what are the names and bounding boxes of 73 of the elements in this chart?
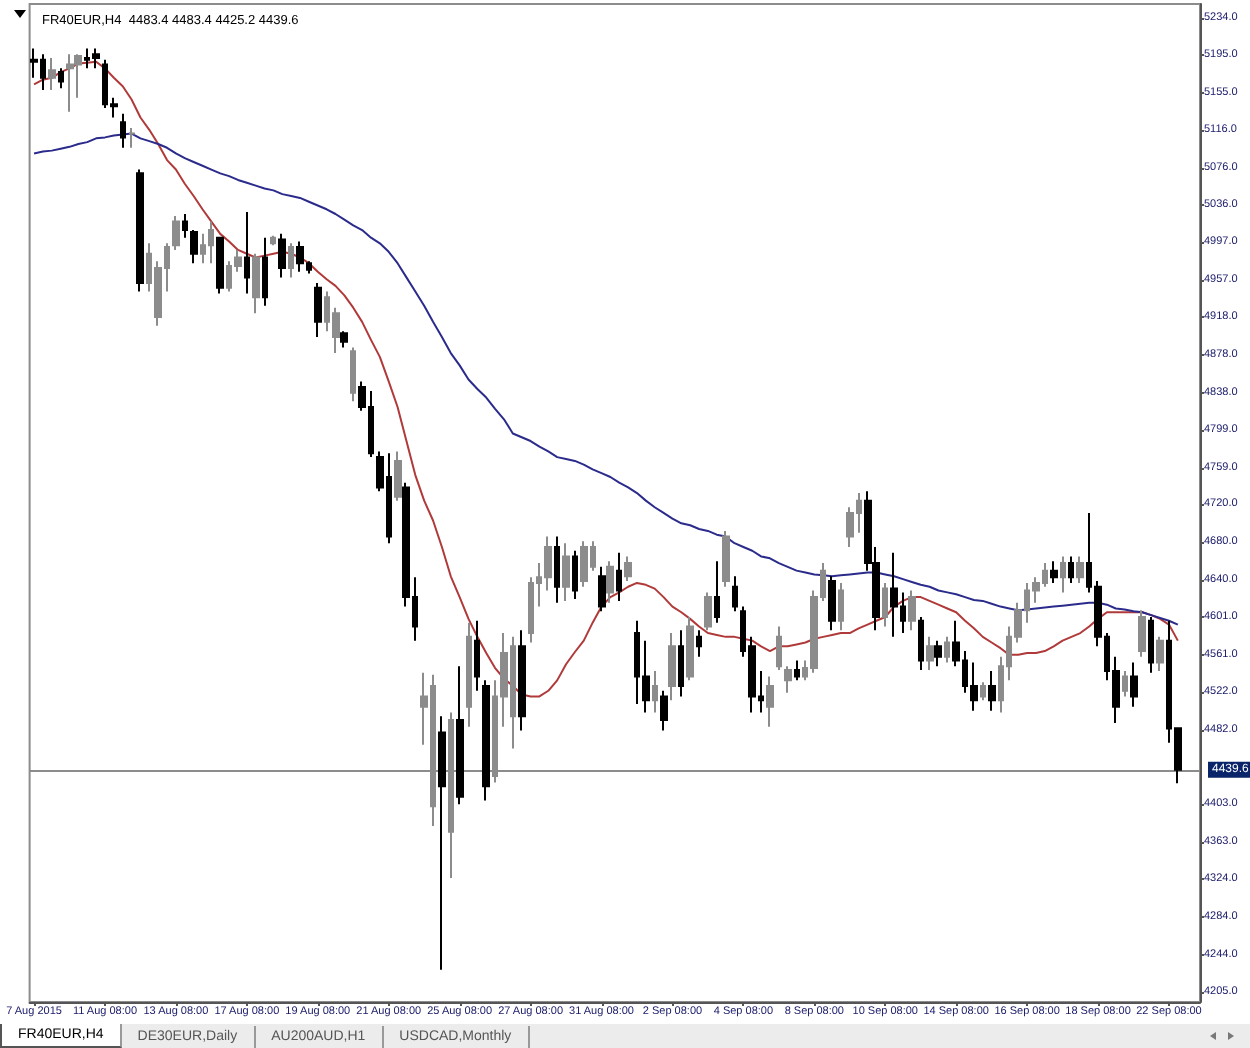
candlestick	[136, 168, 144, 293]
candlestick	[1138, 609, 1146, 658]
candlestick	[120, 112, 126, 149]
candlestick	[890, 551, 898, 638]
candlestick	[562, 542, 570, 602]
candlestick	[980, 681, 986, 702]
candlestick	[474, 619, 480, 692]
candlestick	[988, 669, 996, 712]
candlestick	[216, 236, 224, 295]
candlestick	[668, 632, 676, 702]
candlestick	[270, 234, 276, 247]
candlestick	[208, 220, 214, 265]
candlestick	[686, 615, 694, 682]
candlestick	[732, 575, 738, 613]
candlestick	[934, 639, 942, 668]
candlestick	[776, 625, 782, 671]
candlestick	[482, 679, 490, 802]
candlestick	[766, 675, 774, 728]
candlestick	[394, 450, 402, 502]
candlestick	[918, 615, 924, 671]
line-series	[33, 132, 1179, 626]
candlestick	[466, 621, 472, 728]
candlestick	[58, 67, 64, 90]
candlestick	[340, 330, 348, 349]
candlestick	[1068, 555, 1074, 584]
candlestick	[252, 252, 260, 315]
candlestick	[456, 665, 464, 806]
candlestick	[244, 211, 250, 295]
candlestick	[882, 581, 888, 628]
candlestick	[616, 551, 622, 602]
candlestick	[624, 555, 632, 583]
candlestick	[696, 629, 702, 658]
candlestick	[190, 229, 198, 265]
candlestick	[1130, 661, 1138, 708]
candlestick	[262, 236, 268, 307]
candlestick	[48, 56, 56, 92]
candlestick	[518, 629, 526, 732]
candlestick	[784, 665, 792, 694]
candlestick	[278, 232, 286, 279]
candlestick	[172, 214, 180, 251]
candlestick	[598, 565, 606, 613]
candlestick	[1156, 635, 1164, 672]
candlestick	[652, 669, 658, 714]
candlestick	[182, 213, 188, 239]
candlestick	[438, 715, 446, 971]
candlestick	[1148, 615, 1154, 674]
candlestick	[794, 659, 800, 682]
candlestick	[838, 581, 844, 632]
candlestick	[128, 126, 136, 149]
candlestick	[350, 346, 356, 403]
candlestick	[926, 635, 934, 671]
candlestick	[554, 535, 560, 604]
candlestick	[828, 575, 836, 632]
candlestick	[1060, 555, 1066, 594]
candlestick	[580, 540, 588, 588]
candlestick	[944, 635, 950, 664]
candlestick	[66, 53, 74, 113]
candlestick	[296, 240, 304, 273]
candlestick	[1076, 555, 1084, 584]
candlestick	[660, 689, 668, 732]
candlestick	[606, 560, 614, 604]
candlestick	[288, 242, 294, 279]
candlestick	[722, 529, 730, 588]
line-series	[33, 60, 1179, 698]
candlestick	[92, 47, 100, 70]
candlestick	[1122, 669, 1128, 698]
candlestick	[1050, 560, 1058, 584]
candlestick	[314, 282, 322, 338]
candlestick	[704, 591, 712, 632]
candlestick	[908, 589, 916, 632]
candlestick	[572, 549, 578, 601]
candlestick	[678, 629, 684, 698]
candlestick	[714, 560, 720, 624]
